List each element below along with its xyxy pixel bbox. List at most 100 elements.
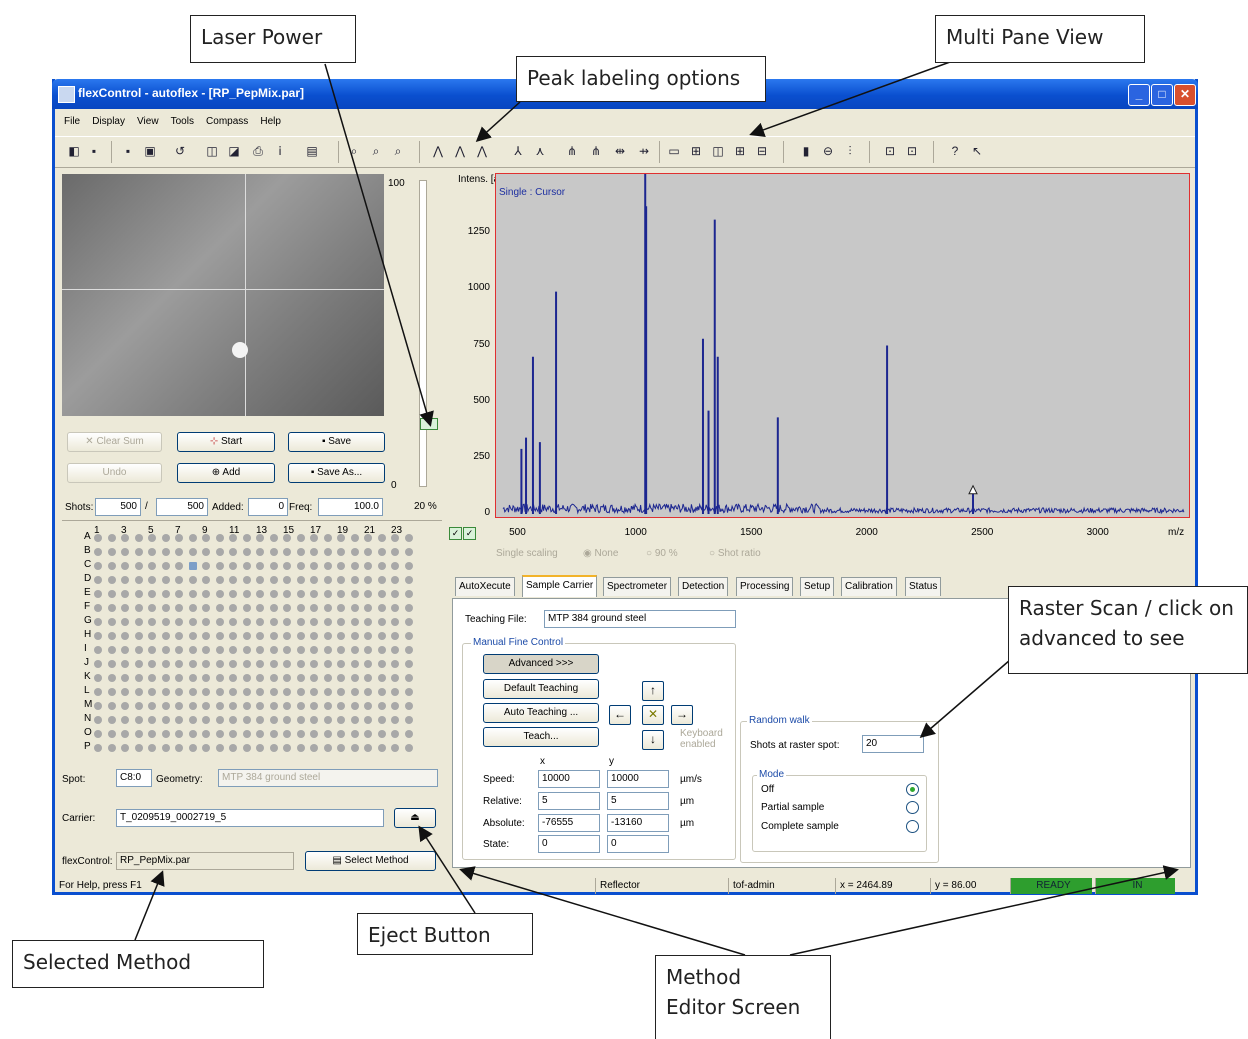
plate-well[interactable]: [229, 576, 237, 584]
plate-well[interactable]: [94, 590, 102, 598]
plate-well[interactable]: [269, 646, 278, 654]
plate-well[interactable]: [148, 534, 156, 542]
plate-well[interactable]: [377, 548, 386, 556]
plate-well[interactable]: [256, 730, 264, 738]
plate-well[interactable]: [242, 590, 251, 598]
plate-well[interactable]: [94, 744, 102, 752]
plate-well[interactable]: [188, 674, 197, 682]
plate-well[interactable]: [242, 660, 251, 668]
plate-well[interactable]: [121, 730, 129, 738]
plate-well[interactable]: [188, 730, 197, 738]
plate-well[interactable]: [161, 674, 170, 682]
plate-well[interactable]: [323, 590, 332, 598]
plate-well[interactable]: [404, 646, 413, 654]
compare2-icon[interactable]: ◪: [228, 144, 240, 158]
scaling-shot-ratio[interactable]: ○ Shot ratio: [709, 548, 761, 559]
load-tb-icon[interactable]: ⊡: [906, 144, 918, 158]
plate-well[interactable]: [350, 562, 359, 570]
plate-well[interactable]: [215, 562, 224, 570]
plate-well[interactable]: [107, 702, 116, 710]
plate-well[interactable]: [310, 632, 318, 640]
save-icon[interactable]: ▪: [91, 144, 97, 158]
plate-well[interactable]: [377, 646, 386, 654]
minimize-button[interactable]: _: [1128, 84, 1150, 106]
plate-well[interactable]: [121, 604, 129, 612]
print-icon[interactable]: ⎙: [253, 144, 263, 158]
chart-icon[interactable]: ⫶: [848, 144, 852, 158]
plate-well[interactable]: [148, 604, 156, 612]
plate-well[interactable]: [94, 688, 102, 696]
plate-well[interactable]: [188, 618, 197, 626]
plate-well[interactable]: [242, 604, 251, 612]
plate-well[interactable]: [337, 674, 345, 682]
eject-tb-icon[interactable]: ⊡: [884, 144, 896, 158]
spot-field[interactable]: C8:0: [116, 769, 152, 787]
plate-well[interactable]: [337, 660, 345, 668]
plate-well[interactable]: [310, 646, 318, 654]
plate-well[interactable]: [256, 562, 264, 570]
plate-well[interactable]: [175, 548, 183, 556]
plate-well[interactable]: [269, 660, 278, 668]
plate-well[interactable]: [134, 674, 143, 682]
plate-well[interactable]: [107, 590, 116, 598]
plate-well[interactable]: [256, 604, 264, 612]
plate-well[interactable]: [283, 590, 291, 598]
plate-well[interactable]: [296, 688, 305, 696]
plate-well[interactable]: [391, 576, 399, 584]
plate-well[interactable]: [283, 534, 291, 542]
plate-well[interactable]: [94, 548, 102, 556]
plate-well[interactable]: [229, 702, 237, 710]
plate-well[interactable]: [107, 674, 116, 682]
plate-well[interactable]: [107, 716, 116, 724]
plate-well[interactable]: [364, 730, 372, 738]
plate-well[interactable]: [134, 604, 143, 612]
plate-well[interactable]: [242, 534, 251, 542]
plate-well[interactable]: [121, 674, 129, 682]
plate-well[interactable]: [188, 744, 197, 752]
plate-well[interactable]: [134, 548, 143, 556]
pane-grid-icon[interactable]: ⊞: [734, 144, 746, 158]
plate-well[interactable]: [377, 590, 386, 598]
plate-well[interactable]: [337, 632, 345, 640]
scaling-90[interactable]: ○ 90 %: [646, 548, 678, 559]
plate-well[interactable]: [215, 604, 224, 612]
plate-well[interactable]: [107, 744, 116, 752]
plate-well[interactable]: [404, 730, 413, 738]
plate-well[interactable]: [148, 674, 156, 682]
plate-well[interactable]: [242, 744, 251, 752]
plate-well[interactable]: [148, 562, 156, 570]
plate-well[interactable]: [337, 548, 345, 556]
plate-well[interactable]: [296, 744, 305, 752]
plate-well[interactable]: [215, 702, 224, 710]
plate-well[interactable]: [310, 688, 318, 696]
tab-sample-carrier[interactable]: Sample Carrier: [522, 575, 598, 597]
plate-well[interactable]: [215, 646, 224, 654]
plate-well[interactable]: [310, 660, 318, 668]
plate-well[interactable]: [175, 576, 183, 584]
plate-well[interactable]: [310, 730, 318, 738]
plate-well[interactable]: [377, 604, 386, 612]
plate-well[interactable]: [256, 646, 264, 654]
plate-well[interactable]: [121, 576, 129, 584]
plate-well[interactable]: [134, 646, 143, 654]
plate-well[interactable]: [364, 702, 372, 710]
absolute-y-field[interactable]: -13160: [607, 814, 669, 832]
plate-well[interactable]: [350, 534, 359, 542]
plate-well[interactable]: [229, 618, 237, 626]
save-button[interactable]: ▪ Save: [288, 432, 385, 452]
plate-well[interactable]: [323, 576, 332, 584]
plate-well[interactable]: [256, 590, 264, 598]
menu-compass[interactable]: Compass: [206, 116, 249, 127]
plate-well[interactable]: [202, 744, 210, 752]
plate-well[interactable]: [283, 702, 291, 710]
plate-well[interactable]: [202, 674, 210, 682]
menu-help[interactable]: Help: [260, 116, 281, 127]
plate-well[interactable]: [202, 646, 210, 654]
plate-well[interactable]: [188, 646, 197, 654]
plate-well[interactable]: [364, 548, 372, 556]
menu-tools[interactable]: Tools: [170, 116, 194, 127]
scaling-single[interactable]: Single scaling: [496, 548, 558, 559]
shots-total-stepper[interactable]: 500: [156, 498, 208, 516]
plate-well[interactable]: [269, 632, 278, 640]
plate-well[interactable]: [229, 562, 237, 570]
